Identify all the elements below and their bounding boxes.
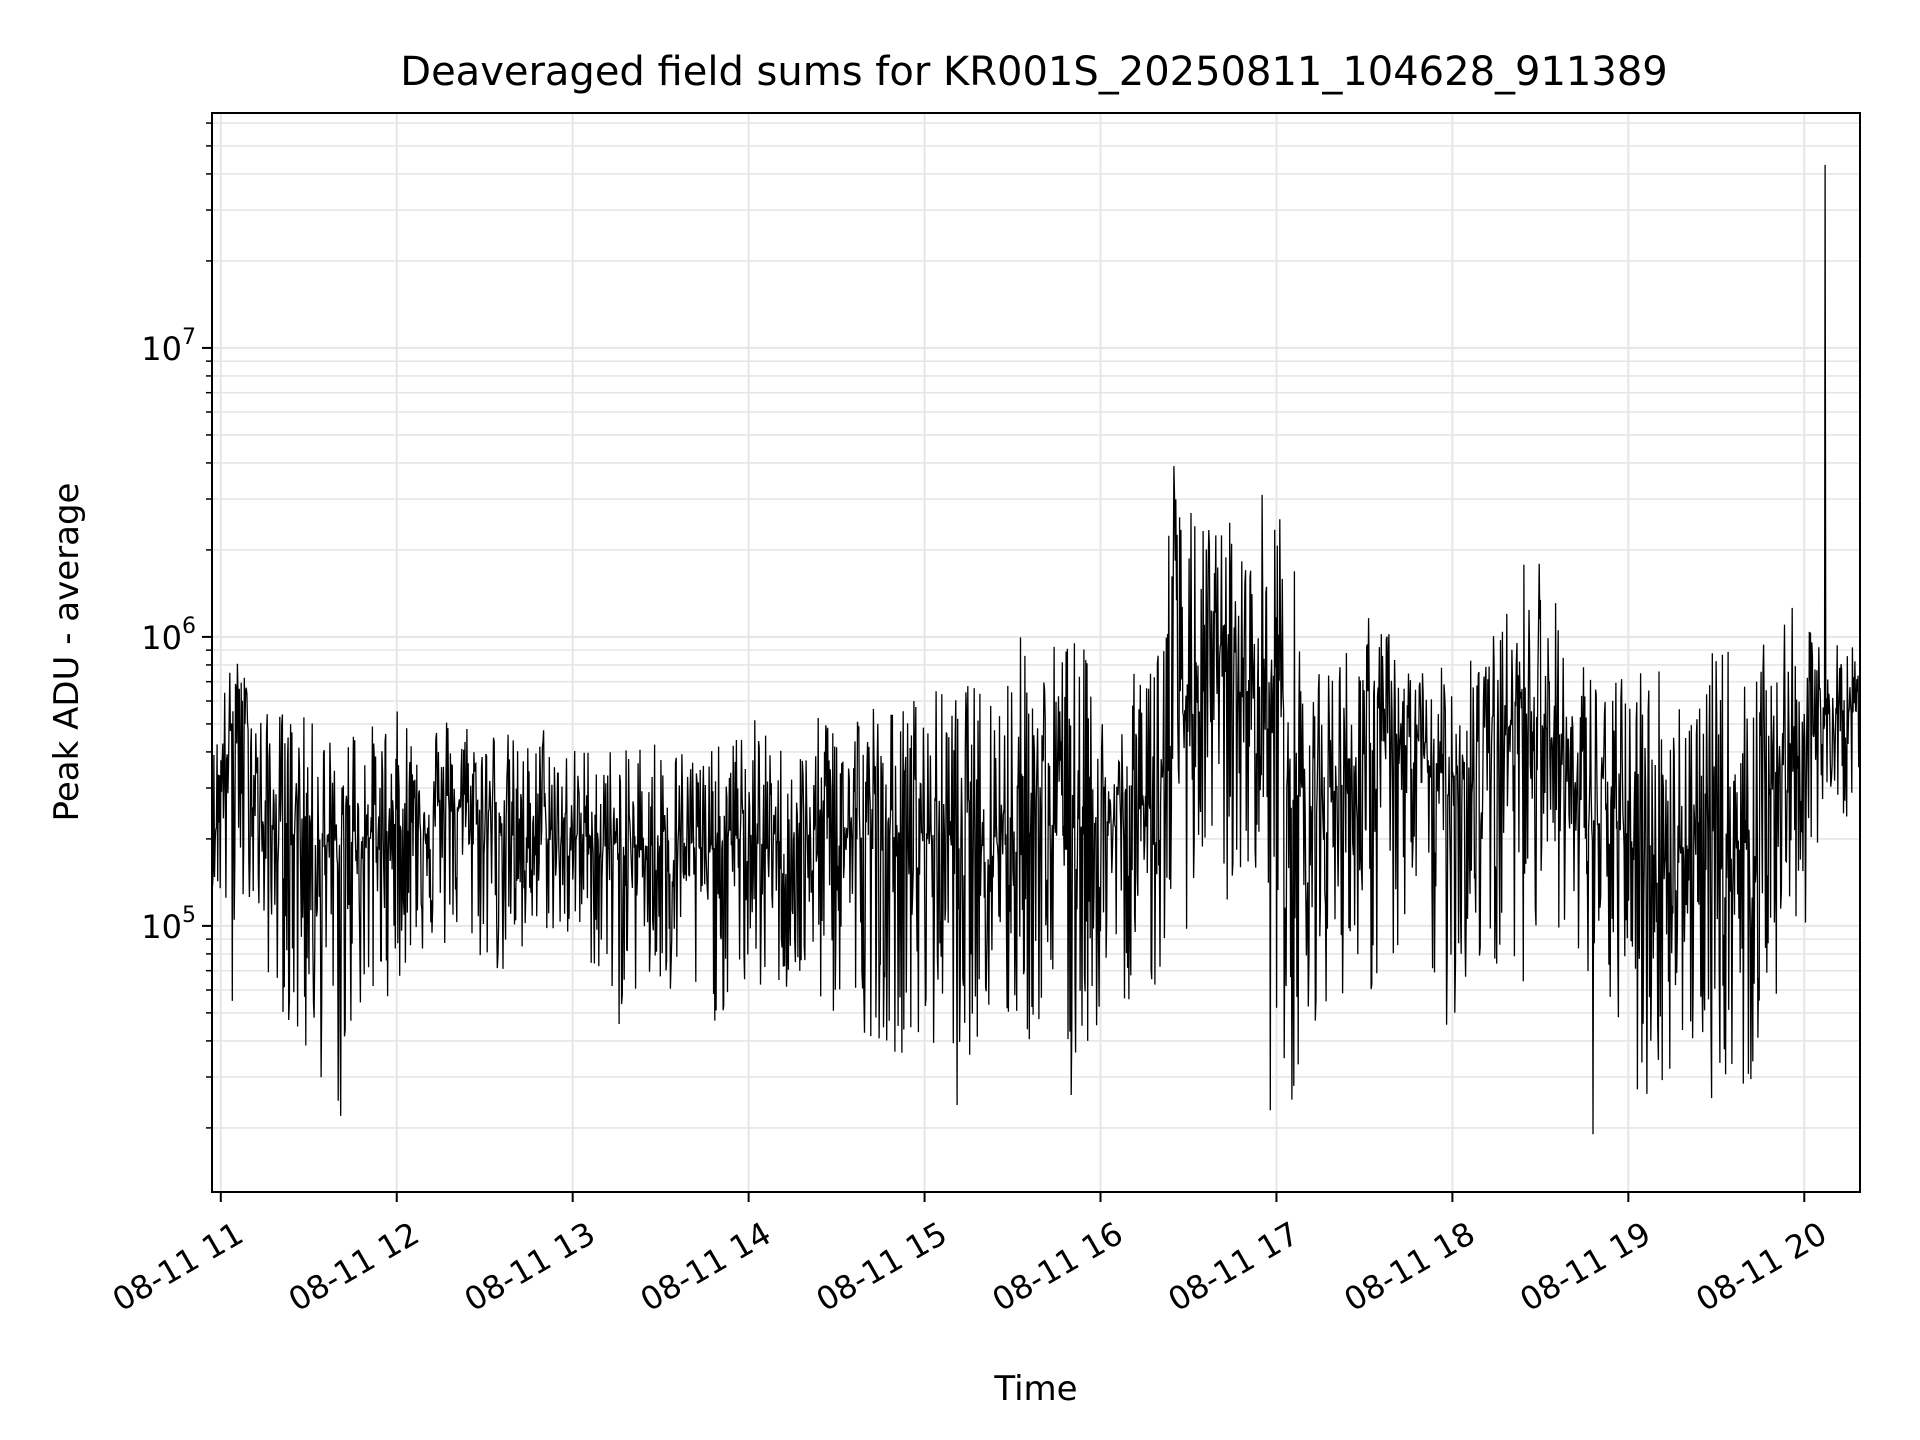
y-tick-label: 107 [141, 325, 196, 368]
plot-frame [211, 112, 1861, 1193]
y-tick-label: 105 [141, 903, 196, 946]
y-axis-ticks: 105 106 107 [141, 122, 212, 1129]
x-axis-label: Time [993, 1369, 1077, 1409]
y-axis-label: Peak ADU - average [47, 483, 87, 822]
y-tick-label: 106 [141, 614, 196, 657]
chart-title: Deaveraged field sums for KR001S_2025081… [400, 49, 1667, 95]
series-line [211, 164, 1861, 1135]
series-path [211, 164, 1861, 1135]
grid [212, 113, 1860, 1192]
